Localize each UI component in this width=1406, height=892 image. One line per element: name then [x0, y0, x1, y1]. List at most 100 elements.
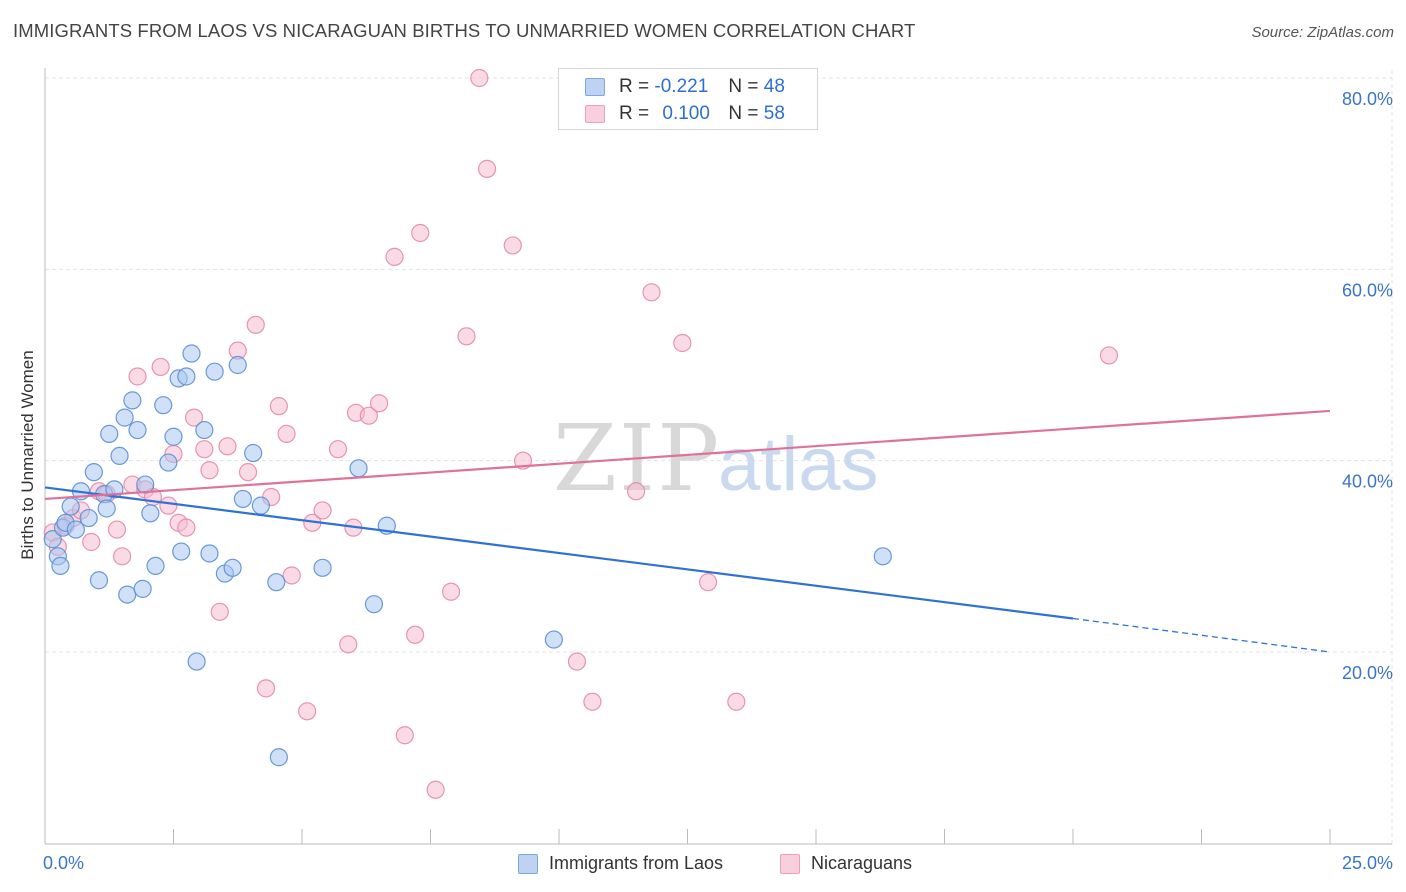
point-laos: [233, 489, 252, 509]
point-nicaraguan: [1099, 346, 1119, 365]
point-nicaraguan: [395, 726, 414, 745]
point-nicaraguan: [195, 440, 214, 459]
point-nicaraguan: [698, 573, 718, 592]
point-laos: [223, 558, 242, 577]
point-laos: [159, 453, 178, 472]
trend-lines: [44, 409, 1331, 653]
point-nicaraguan: [359, 406, 378, 425]
point-nicaraguan: [256, 679, 276, 698]
point-laos: [43, 530, 62, 549]
legend-row-laos: R = -0.221 N = 48: [559, 74, 785, 100]
point-nicaraguan: [246, 315, 265, 334]
y-tick-label: 80.0%: [1342, 89, 1393, 109]
point-nicaraguan: [112, 547, 132, 566]
point-laos: [136, 475, 155, 494]
point-laos: [172, 542, 191, 561]
point-nicaraguan: [177, 518, 196, 537]
point-nicaraguan: [218, 437, 237, 456]
point-nicaraguan: [82, 532, 101, 552]
point-laos: [269, 748, 288, 767]
point-nicaraguan: [370, 394, 389, 413]
y-tick-label: 60.0%: [1342, 280, 1393, 300]
point-nicaraguan: [298, 702, 317, 721]
point-nicaraguan: [441, 582, 461, 601]
legend-item-laos: Immigrants from Laos: [518, 853, 723, 874]
x-tick-label-left: 0.0%: [43, 853, 84, 873]
y-tick-label: 40.0%: [1342, 472, 1393, 492]
point-nicaraguan: [269, 397, 288, 416]
point-laos: [154, 396, 173, 415]
point-nicaraguan: [159, 496, 178, 515]
point-laos: [84, 463, 103, 482]
point-nicaraguan: [470, 68, 489, 88]
point-laos: [313, 558, 332, 577]
legend-n-value: 48: [763, 76, 785, 97]
point-laos: [364, 595, 384, 614]
point-nicaraguan: [642, 283, 661, 302]
tick-labels: 20.0% 40.0% 60.0% 80.0% 0.0% 25.0%: [43, 89, 1393, 873]
correlation-legend: R = -0.221 N = 48 R = 0.100 N = 58: [558, 68, 818, 130]
point-nicaraguan: [426, 780, 445, 799]
source-attribution: Source: ZipAtlas.com: [1251, 24, 1394, 41]
chart-title: IMMIGRANTS FROM LAOS VS NICARAGUAN BIRTH…: [13, 20, 916, 41]
point-nicaraguan: [411, 223, 430, 243]
point-laos: [267, 573, 286, 592]
point-laos: [89, 571, 109, 590]
point-laos: [66, 520, 85, 539]
point-nicaraguan: [583, 692, 602, 711]
legend-r-value: 0.100: [662, 103, 710, 124]
legend-label-nicaraguans: Nicaraguans: [811, 853, 913, 873]
point-nicaraguan: [128, 367, 147, 386]
point-laos: [110, 446, 129, 465]
point-laos: [195, 420, 214, 440]
point-laos: [205, 362, 224, 381]
point-nicaraguan: [210, 602, 229, 621]
point-nicaraguan: [385, 247, 404, 266]
point-laos: [146, 556, 165, 576]
point-laos: [200, 544, 219, 563]
point-laos: [228, 355, 247, 375]
point-nicaraguan: [673, 333, 692, 353]
point-laos: [349, 459, 368, 478]
point-nicaraguan: [313, 501, 332, 520]
point-nicaraguan: [457, 327, 476, 346]
legend-n-label: N =: [728, 103, 759, 124]
point-laos: [100, 424, 119, 443]
point-laos: [123, 391, 142, 410]
point-nicaraguan: [405, 625, 425, 644]
data-points: [43, 68, 1119, 799]
point-nicaraguan: [277, 424, 296, 443]
point-nicaraguan: [626, 482, 646, 501]
trend-line-laos-extension: [1072, 617, 1331, 653]
point-laos: [182, 344, 201, 363]
point-laos: [187, 652, 206, 671]
legend-r-label: R =: [619, 103, 650, 124]
point-laos: [133, 579, 152, 598]
legend-r-label: R =: [619, 76, 650, 97]
point-laos: [51, 556, 70, 576]
legend-swatch-laos: [518, 853, 538, 874]
legend-n-label: N =: [728, 76, 759, 97]
watermark-atlas: atlas: [718, 422, 879, 507]
point-nicaraguan: [567, 652, 587, 671]
point-laos: [544, 630, 563, 649]
legend-swatch-laos: [585, 78, 605, 96]
point-laos: [244, 443, 263, 463]
legend-item-nicaraguans: Nicaraguans: [780, 853, 912, 874]
point-laos: [118, 585, 137, 604]
point-laos: [251, 496, 270, 515]
point-nicaraguan: [503, 236, 522, 255]
point-nicaraguan: [727, 692, 746, 711]
point-nicaraguan: [151, 357, 170, 377]
point-laos: [873, 547, 892, 566]
point-nicaraguan: [184, 408, 204, 427]
x-tick-label-right: 25.0%: [1342, 853, 1393, 873]
trend-line-laos: [44, 486, 1074, 620]
point-laos: [61, 497, 80, 516]
point-nicaraguan: [282, 566, 301, 585]
point-laos: [177, 367, 196, 386]
point-laos: [164, 427, 183, 446]
point-laos: [128, 420, 147, 440]
axes: [44, 68, 1392, 845]
trend-line-nicaraguans: [44, 409, 1331, 501]
